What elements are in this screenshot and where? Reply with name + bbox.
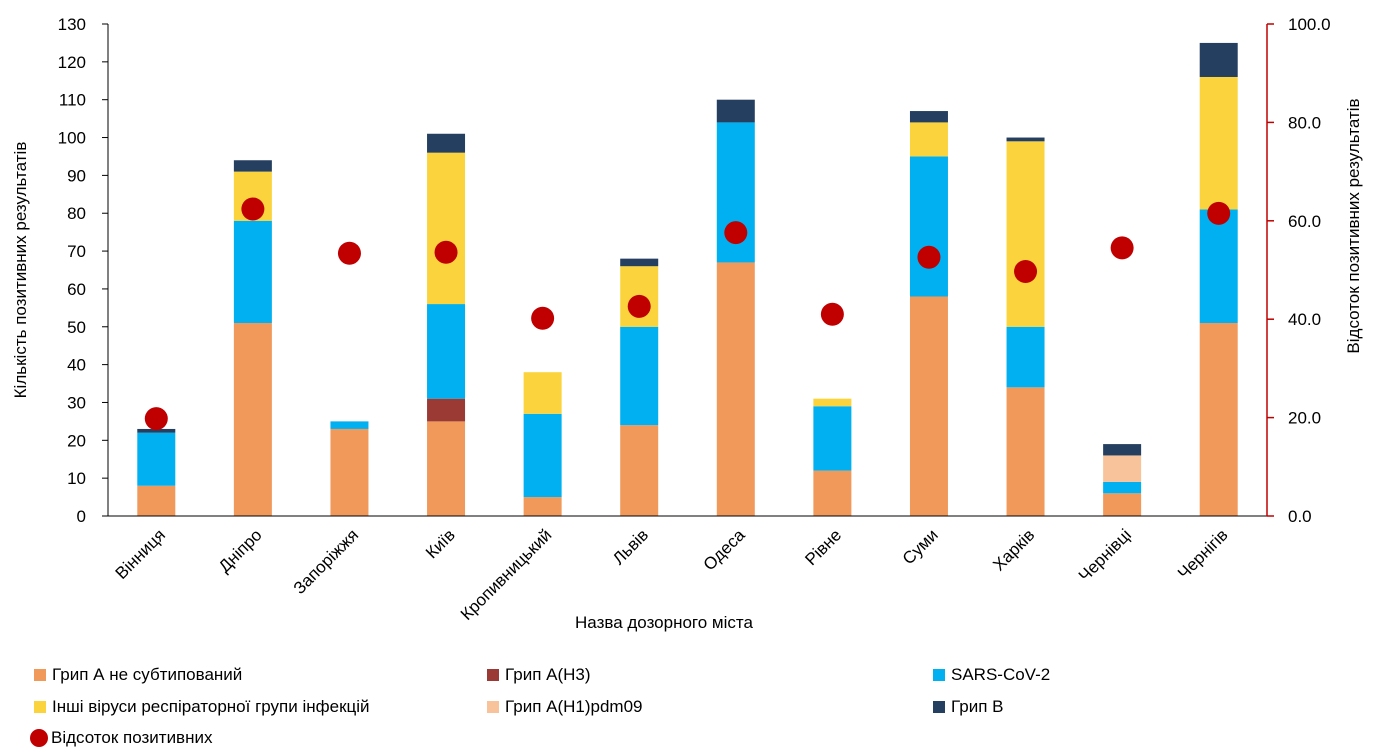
bar-segment <box>427 304 466 399</box>
bar-segment <box>427 398 466 422</box>
bar-segment <box>523 413 562 498</box>
bar-segment <box>716 99 755 123</box>
bar-segment <box>1199 322 1238 516</box>
percent-marker <box>1014 259 1038 283</box>
bar-segment <box>620 326 659 426</box>
bar-segment <box>427 133 466 153</box>
bar-segment <box>427 421 466 516</box>
bar-segment <box>137 485 176 516</box>
y2-tick-label: 100.0 <box>1288 15 1331 34</box>
percent-marker <box>724 221 748 245</box>
percent-marker <box>241 197 265 221</box>
y-tick-label: 10 <box>67 469 86 488</box>
bar-segment <box>330 421 369 429</box>
x-tick-label: Київ <box>422 525 459 562</box>
bar-segment <box>233 322 272 516</box>
y-tick-label: 0 <box>77 507 86 526</box>
x-tick-label: Рівне <box>801 525 845 569</box>
bar-segment <box>233 220 272 323</box>
bar-segment <box>330 428 369 516</box>
bar-segment <box>1006 141 1045 327</box>
x-tick-label: Дніпро <box>215 525 266 576</box>
axes-layer <box>102 23 1274 517</box>
y-tick-label: 30 <box>67 393 86 412</box>
bar-segment <box>1006 387 1045 516</box>
y-tick-label: 20 <box>67 431 86 450</box>
bar-segment <box>813 470 852 516</box>
percent-marker <box>337 241 361 265</box>
percent-marker <box>917 245 941 269</box>
x-tick-label: Чернівці <box>1075 525 1135 585</box>
bar-segment <box>1103 444 1142 456</box>
y-axis-title: Кількість позитивних результатів <box>11 142 30 399</box>
bar-segment <box>1103 481 1142 494</box>
bars-layer <box>137 42 1238 516</box>
bar-segment <box>1199 42 1238 77</box>
bar-segment <box>1006 137 1045 142</box>
y-tick-label: 130 <box>58 15 86 34</box>
x-tick-label: Чернігів <box>1174 525 1232 583</box>
y-tick-label: 70 <box>67 242 86 261</box>
y-tick-label: 100 <box>58 129 86 148</box>
bar-segment <box>620 258 659 267</box>
bar-segment <box>1103 455 1142 482</box>
y-tick-label: 60 <box>67 280 86 299</box>
bar-segment <box>233 160 272 172</box>
y-tick-label: 40 <box>67 356 86 375</box>
y2-tick-label: 80.0 <box>1288 113 1321 132</box>
y2-axis-title: Відсоток позитивних результатів <box>1344 98 1363 353</box>
y2-tick-label: 40.0 <box>1288 310 1321 329</box>
x-tick-label: Вінниця <box>112 525 170 583</box>
y-tick-label: 50 <box>67 318 86 337</box>
x-tick-label: Запоріжжя <box>290 525 363 598</box>
bar-segment <box>137 432 176 486</box>
bar-segment <box>137 428 176 433</box>
percent-marker <box>531 306 555 330</box>
bar-segment <box>909 111 948 123</box>
y2-tick-label: 20.0 <box>1288 409 1321 428</box>
y2-tick-label: 0.0 <box>1288 507 1312 526</box>
bar-segment <box>1199 76 1238 210</box>
bar-segment <box>523 372 562 414</box>
bar-segment <box>427 152 466 305</box>
x-tick-label: Суми <box>899 525 942 568</box>
bar-segment <box>909 156 948 297</box>
bar-segment <box>620 425 659 516</box>
bar-segment <box>813 406 852 471</box>
y-tick-label: 90 <box>67 166 86 185</box>
percent-marker <box>434 240 458 264</box>
x-tick-label: Харків <box>989 525 1038 574</box>
y-tick-label: 110 <box>59 91 86 110</box>
bar-segment <box>909 122 948 157</box>
y-tick-label: 120 <box>58 53 86 72</box>
bar-segment <box>523 497 562 516</box>
percent-marker <box>820 302 844 326</box>
bar-segment <box>1103 493 1142 516</box>
bar-segment <box>813 398 852 407</box>
y-tick-label: 80 <box>67 204 86 223</box>
y2-tick-label: 60.0 <box>1288 212 1321 231</box>
dots-layer <box>144 197 1231 431</box>
x-tick-label: Кропивницький <box>457 525 556 624</box>
x-axis-title: Назва дозорного міста <box>575 613 753 632</box>
bar-segment <box>1006 326 1045 388</box>
x-tick-label: Одеса <box>700 525 749 574</box>
bar-segment <box>1199 209 1238 323</box>
percent-marker <box>627 294 651 318</box>
percent-marker <box>144 407 168 431</box>
bar-segment <box>909 296 948 516</box>
labels-layer: 0 10 20 30 40 50 60 70 80 90 100 110 120 130 0.0 20.0 40… <box>11 15 1363 632</box>
x-tick-label: Львів <box>609 525 652 568</box>
percent-marker <box>1110 236 1134 260</box>
percent-marker <box>1207 201 1231 225</box>
bar-segment <box>716 262 755 516</box>
